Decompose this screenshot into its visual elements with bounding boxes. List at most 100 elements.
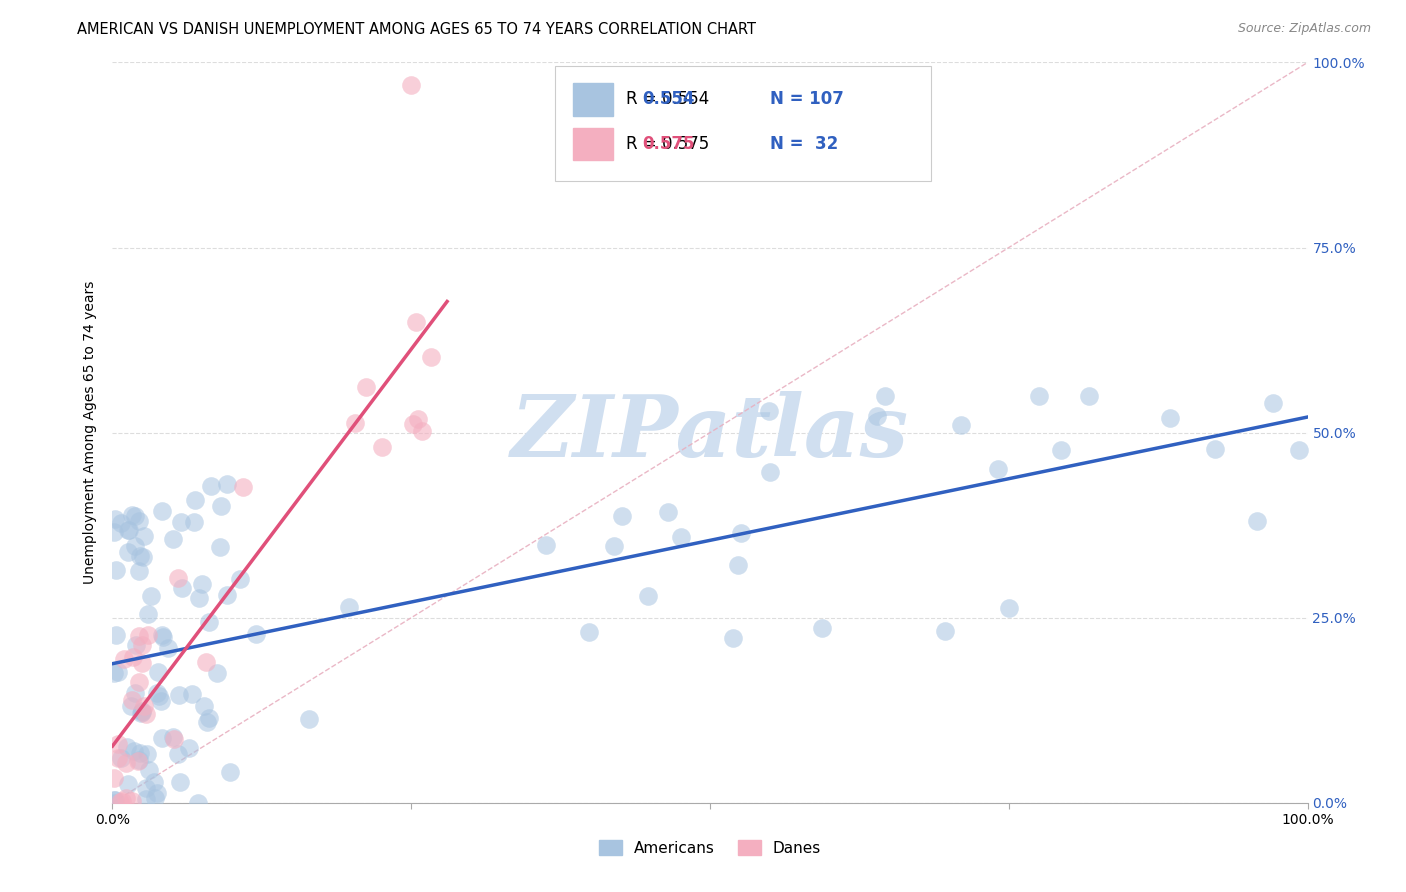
Americans xyxy=(115,739,138,754)
Text: N =  32: N = 32 xyxy=(770,135,838,153)
Americans xyxy=(150,504,173,518)
Americans xyxy=(934,624,956,639)
Americans xyxy=(103,793,125,807)
Americans xyxy=(136,607,159,621)
Americans xyxy=(183,515,205,529)
Americans xyxy=(198,711,221,725)
Danes xyxy=(411,424,433,438)
Americans xyxy=(131,704,153,718)
Americans xyxy=(179,740,201,755)
Americans xyxy=(183,493,205,508)
Danes xyxy=(121,794,143,808)
Danes xyxy=(103,771,125,785)
Americans xyxy=(103,796,125,810)
Americans xyxy=(1050,442,1073,457)
Americans xyxy=(122,744,145,758)
Americans xyxy=(637,590,659,604)
Americans xyxy=(730,525,752,540)
Americans xyxy=(124,686,146,700)
Americans xyxy=(141,589,163,603)
Americans xyxy=(131,705,153,719)
Americans xyxy=(169,774,191,789)
Americans xyxy=(169,689,191,703)
Americans xyxy=(187,591,209,606)
Text: N = 107: N = 107 xyxy=(770,90,844,109)
Americans xyxy=(1028,388,1050,402)
Americans xyxy=(105,563,128,577)
Americans xyxy=(124,540,146,554)
Americans xyxy=(987,462,1010,476)
Americans xyxy=(128,753,150,767)
Danes xyxy=(136,628,159,642)
Americans xyxy=(534,538,557,552)
Y-axis label: Unemployment Among Ages 65 to 74 years: Unemployment Among Ages 65 to 74 years xyxy=(83,281,97,584)
Americans xyxy=(191,577,214,591)
Americans xyxy=(148,689,170,703)
Americans xyxy=(170,515,193,529)
Danes xyxy=(405,314,427,328)
Text: 0.554: 0.554 xyxy=(643,90,695,109)
Americans xyxy=(727,558,749,573)
Text: AMERICAN VS DANISH UNEMPLOYMENT AMONG AGES 65 TO 74 YEARS CORRELATION CHART: AMERICAN VS DANISH UNEMPLOYMENT AMONG AG… xyxy=(77,22,756,37)
Americans xyxy=(132,528,155,542)
Legend: Americans, Danes: Americans, Danes xyxy=(593,834,827,862)
FancyBboxPatch shape xyxy=(572,128,613,161)
Americans xyxy=(209,540,232,554)
Americans xyxy=(1204,442,1226,457)
Text: 0.575: 0.575 xyxy=(643,135,695,153)
Americans xyxy=(146,686,169,700)
Americans xyxy=(195,714,218,729)
Danes xyxy=(195,655,218,669)
Americans xyxy=(215,588,238,602)
Text: R = 0.554: R = 0.554 xyxy=(627,90,710,109)
Americans xyxy=(1288,442,1310,457)
Danes xyxy=(128,674,150,689)
Danes xyxy=(128,629,150,643)
Americans xyxy=(128,746,150,760)
Americans xyxy=(298,712,321,726)
Danes xyxy=(111,795,134,809)
Americans xyxy=(128,514,150,528)
Americans xyxy=(129,706,152,721)
Americans xyxy=(162,730,184,744)
Americans xyxy=(758,403,780,417)
Americans xyxy=(162,532,184,546)
Americans xyxy=(193,699,215,714)
Americans xyxy=(117,777,139,791)
Americans xyxy=(103,524,125,539)
Danes xyxy=(107,737,129,751)
Americans xyxy=(187,796,209,810)
Americans xyxy=(104,512,127,526)
Americans xyxy=(117,524,139,538)
Americans xyxy=(219,764,242,779)
Text: ZIPatlas: ZIPatlas xyxy=(510,391,910,475)
Americans xyxy=(150,731,173,745)
Americans xyxy=(603,540,626,554)
Danes xyxy=(108,795,131,809)
Americans xyxy=(132,550,155,565)
Danes xyxy=(115,790,138,805)
Americans xyxy=(146,665,169,680)
Americans xyxy=(578,624,600,639)
Americans xyxy=(998,601,1021,615)
Americans xyxy=(124,638,146,652)
Danes xyxy=(163,732,186,747)
Danes xyxy=(420,351,443,365)
Americans xyxy=(120,699,142,714)
Americans xyxy=(205,666,228,681)
Americans xyxy=(209,500,232,514)
Americans xyxy=(669,530,692,544)
Danes xyxy=(343,417,366,431)
Americans xyxy=(873,388,896,402)
Danes xyxy=(122,650,145,665)
Americans xyxy=(156,640,179,655)
Danes xyxy=(135,707,157,722)
Americans xyxy=(811,621,834,635)
Americans xyxy=(110,750,132,764)
Danes xyxy=(406,412,429,426)
Americans xyxy=(949,418,972,433)
Americans xyxy=(128,564,150,578)
Americans xyxy=(136,747,159,761)
Americans xyxy=(149,694,172,708)
Americans xyxy=(104,627,127,641)
